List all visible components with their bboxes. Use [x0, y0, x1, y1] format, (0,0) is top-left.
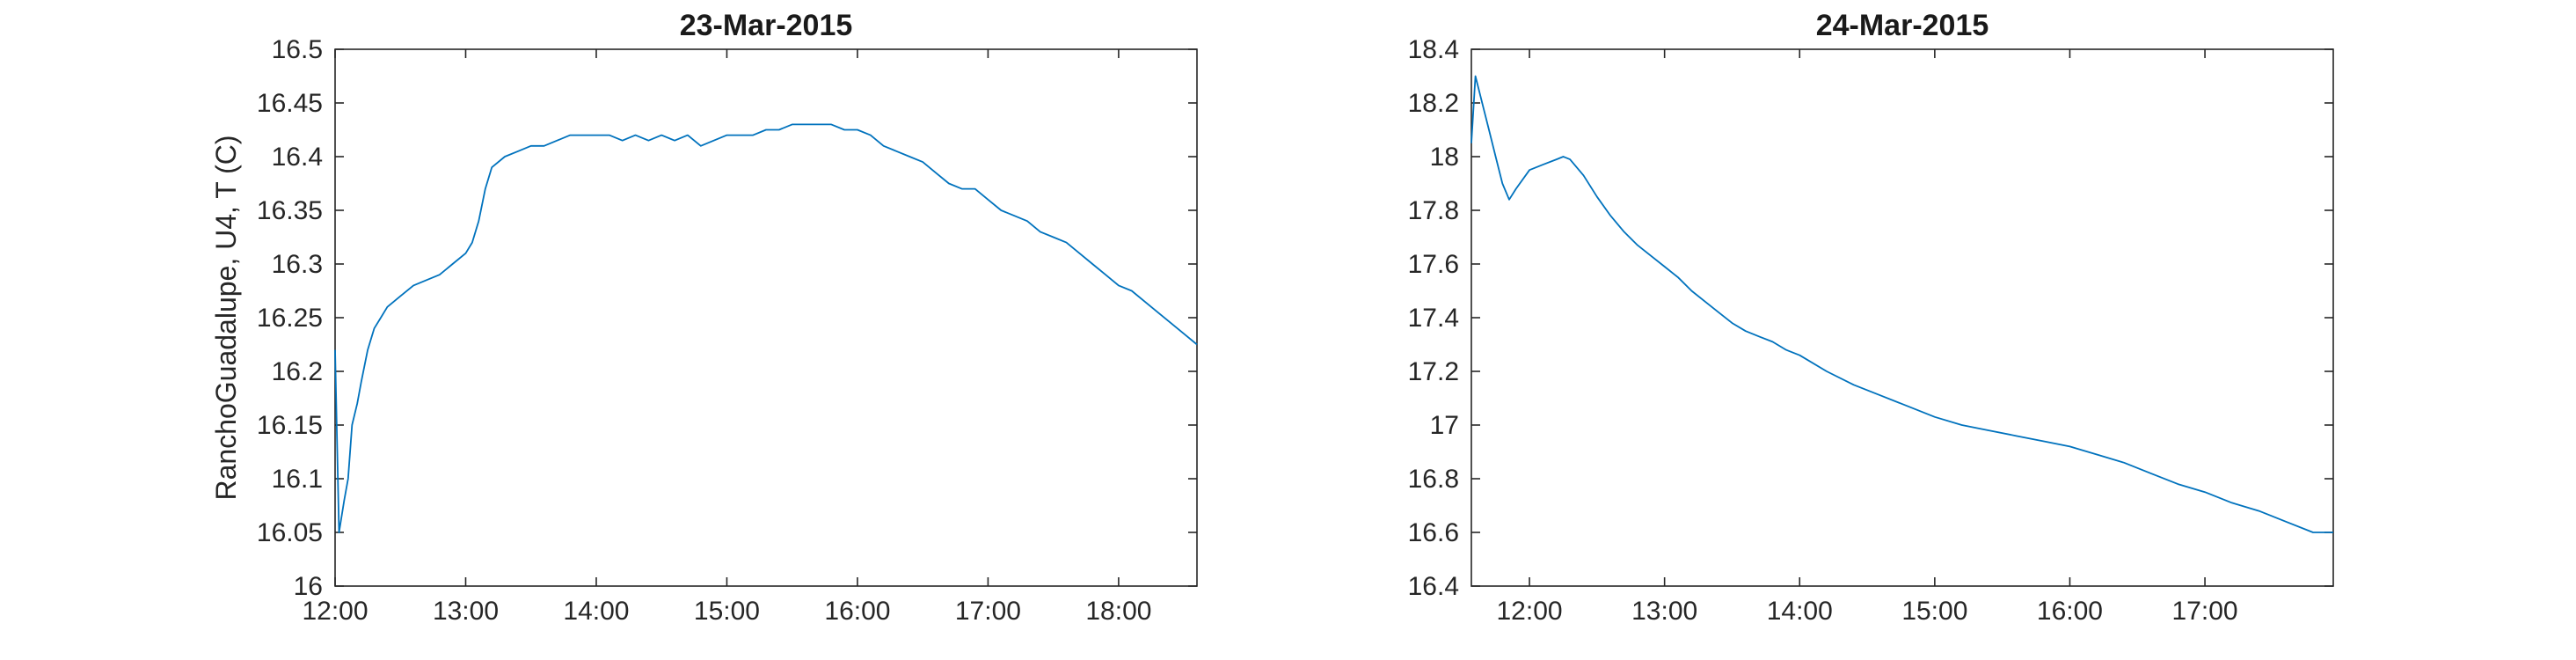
y-tick-label: 16.5 [272, 35, 323, 64]
x-tick-label: 14:00 [563, 597, 629, 626]
series-line [1470, 75, 2333, 533]
chart-24-mar-2015: 24-Mar-2015 12:00 13:00 14:00 15:00 16:00 17:… [1408, 9, 2334, 626]
y-tick-label: 16.4 [1408, 572, 1459, 601]
y-tick-label: 17.4 [1408, 304, 1459, 333]
x-tick-label: 17:00 [955, 597, 1021, 626]
chart-23-mar-2015: 23-Mar-2015 RanchoGuadalupe, U4, T (C) 1… [210, 9, 1198, 626]
y-tick-label: 16.35 [257, 196, 323, 225]
x-ticks: 12:00 13:00 14:00 15:00 16:00 17:00 [1497, 49, 2238, 626]
x-tick-label: 16:00 [2037, 597, 2103, 626]
x-tick-label: 15:00 [694, 597, 760, 626]
y-tick-label: 16.05 [257, 518, 323, 547]
x-tick-label: 12:00 [1497, 597, 1563, 626]
y-tick-label: 16.4 [272, 143, 323, 172]
plot-area [1470, 75, 2333, 533]
y-tick-label: 17.6 [1408, 250, 1459, 279]
plot-area [334, 123, 1198, 533]
axes-box [1470, 48, 2334, 587]
x-tick-label: 17:00 [2172, 597, 2238, 626]
y-tick-label: 16.45 [257, 89, 323, 118]
y-tick-label: 16.25 [257, 304, 323, 333]
y-tick-label: 16.8 [1408, 465, 1459, 494]
axes-box [334, 48, 1198, 587]
y-tick-label: 18.4 [1408, 35, 1459, 64]
y-ticks: 16.4 16.6 16.8 17 17.2 17.4 17.6 17.8 18 18.2 18.4 [1408, 35, 2333, 601]
x-tick-label: 13:00 [433, 597, 499, 626]
y-tick-label: 16.6 [1408, 518, 1459, 547]
chart-title: 24-Mar-2015 [1816, 9, 1989, 42]
x-tick-label: 16:00 [824, 597, 890, 626]
x-tick-label: 15:00 [1901, 597, 1967, 626]
series-line [334, 123, 1198, 533]
x-tick-label: 18:00 [1085, 597, 1151, 626]
y-tick-label: 16.1 [272, 465, 323, 494]
y-tick-label: 18 [1430, 143, 1459, 172]
x-tick-label: 14:00 [1767, 597, 1833, 626]
y-tick-label: 17.2 [1408, 357, 1459, 386]
x-ticks: 12:00 13:00 14:00 15:00 16:00 17:00 18:00 [302, 49, 1151, 626]
y-tick-label: 18.2 [1408, 89, 1459, 118]
y-tick-label: 17.8 [1408, 196, 1459, 225]
x-tick-label: 13:00 [1631, 597, 1697, 626]
y-tick-label: 16 [294, 572, 323, 601]
chart-title: 23-Mar-2015 [680, 9, 853, 42]
y-axis-label: RanchoGuadalupe, U4, T (C) [210, 135, 242, 500]
y-tick-label: 16.3 [272, 250, 323, 279]
y-tick-label: 16.15 [257, 411, 323, 440]
x-tick-label: 12:00 [302, 597, 368, 626]
y-tick-label: 17 [1430, 411, 1459, 440]
y-ticks: 16 16.05 16.1 16.15 16.2 16.25 16.3 16.35 16.4 16… [257, 35, 1197, 601]
y-tick-label: 16.2 [272, 357, 323, 386]
